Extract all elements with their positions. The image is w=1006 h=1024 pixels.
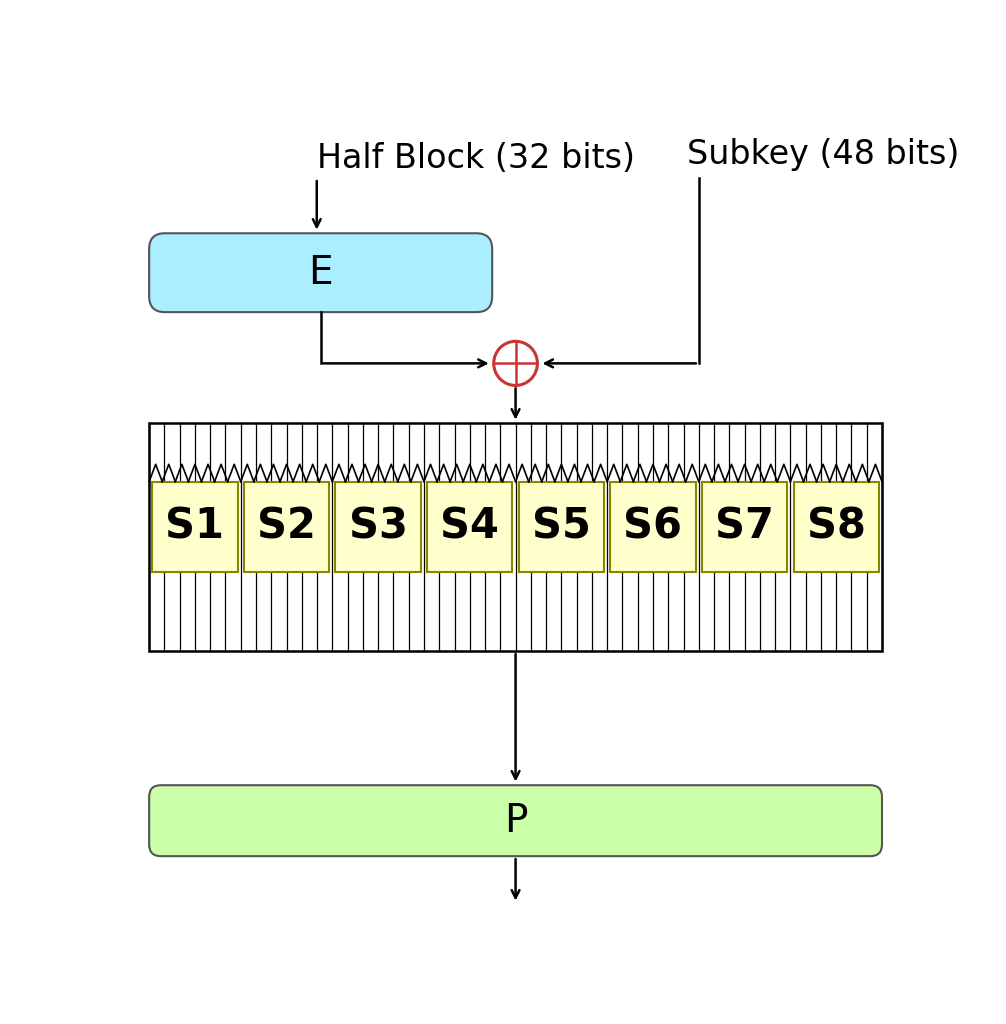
Text: S1: S1 [165,506,224,548]
Bar [519,481,604,572]
Text: Subkey (48 bits): Subkey (48 bits) [687,138,960,171]
FancyBboxPatch shape [149,233,492,312]
Text: S4: S4 [441,506,499,548]
Text: P: P [504,802,527,840]
Bar [335,481,421,572]
Bar [243,481,329,572]
Bar [794,481,879,572]
Bar [428,481,512,572]
Text: E: E [309,254,333,292]
Text: S2: S2 [258,506,316,548]
Text: S3: S3 [349,506,407,548]
FancyBboxPatch shape [149,785,882,856]
Text: S8: S8 [807,506,866,548]
Bar [149,423,882,651]
Text: S7: S7 [715,506,774,548]
Bar [702,481,788,572]
Bar [152,481,237,572]
Text: S6: S6 [624,506,682,548]
Text: S5: S5 [532,506,591,548]
Bar [611,481,696,572]
Text: Half Block (32 bits): Half Block (32 bits) [317,142,635,175]
